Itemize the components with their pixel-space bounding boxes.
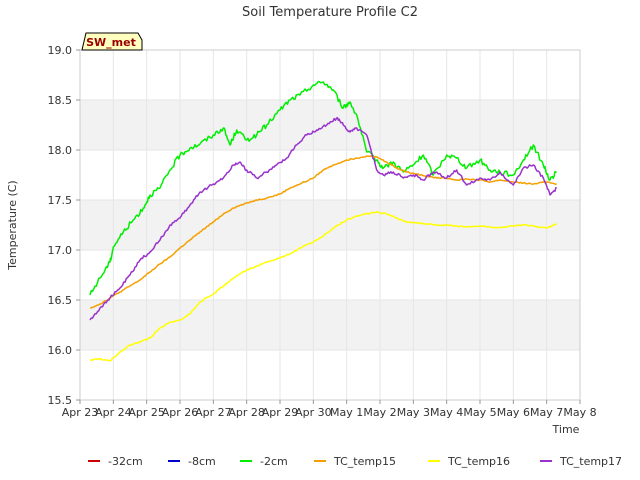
x-tick-label: May 4 [430,406,463,419]
y-tick-label: 15.5 [48,394,73,407]
legend-label: TC_temp16 [447,455,510,468]
x-tick-label: May 7 [530,406,563,419]
plot-frame [79,49,581,401]
x-tick-label: Apr 24 [95,406,132,419]
series-line-2cm [89,80,557,296]
badge-label: SW_met [86,36,136,49]
x-tick-label: May 2 [363,406,396,419]
legend-label: TC_temp15 [333,455,396,468]
grid-lines [79,49,581,401]
y-tick-label: 17.5 [48,194,73,207]
x-tick-label: Apr 28 [228,406,265,419]
x-tick-label: May 6 [497,406,530,419]
series-layer [89,80,557,362]
x-tick-label: Apr 30 [295,406,332,419]
plot-band [80,100,580,150]
y-axis-label: Temperature (C) [6,180,19,270]
x-tick-label: Apr 29 [262,406,299,419]
x-tick-label: May 5 [463,406,496,419]
y-tick-label: 18.5 [48,94,73,107]
x-tick-label: Apr 23 [62,406,99,419]
series-line-tc-temp17 [89,117,557,321]
x-tick-label: May 1 [330,406,363,419]
x-tick-label: Apr 26 [162,406,199,419]
plot-band [80,300,580,350]
series-line-tc-temp16 [90,211,557,362]
legend-label: -32cm [108,455,143,468]
y-tick-label: 18.0 [48,144,73,157]
y-tick-label: 16.5 [48,294,73,307]
legend: -32cm -8cm -2cm TC_temp15 TC_temp16 TC_temp17 [88,455,622,468]
x-tick-label: May 8 [563,406,596,419]
y-axis: 15.5 16.0 16.5 17.0 17.5 18.0 18.5 19.0 [48,44,80,407]
y-tick-label: 16.0 [48,344,73,357]
badge: SW_met [81,32,143,51]
legend-label: -8cm [188,455,216,468]
y-tick-label: 17.0 [48,244,73,257]
legend-label: TC_temp17 [559,455,622,468]
plot-band [80,200,580,250]
x-tick-label: Apr 27 [195,406,232,419]
badge-box [81,32,143,51]
y-tick-label: 19.0 [48,44,73,57]
x-tick-label: May 3 [397,406,430,419]
x-axis-label: Time [552,423,580,436]
legend-label: -2cm [260,455,288,468]
plot-bands [80,100,580,350]
x-tick-label: Apr 25 [128,406,165,419]
chart-title: Soil Temperature Profile C2 [242,5,418,20]
